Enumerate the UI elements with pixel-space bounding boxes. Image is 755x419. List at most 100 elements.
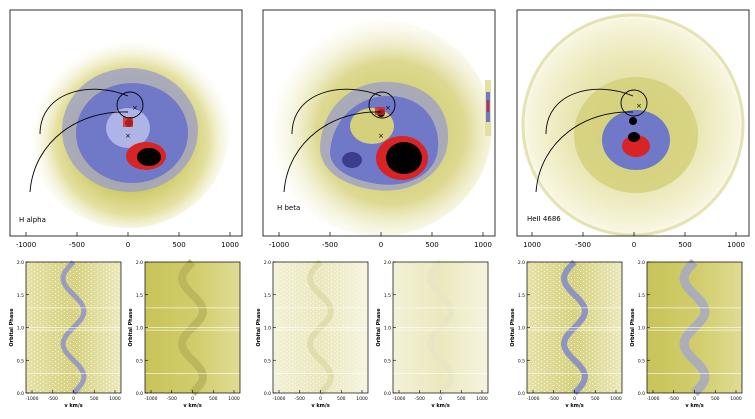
heii-roche-lobe <box>620 89 648 117</box>
trail-y-axis-label: Orbital Phase <box>510 308 516 347</box>
trail-x-tick-label: 500 <box>711 396 720 402</box>
trail-x-tick-label: -1000 <box>526 396 539 402</box>
trail-x-tick-label: -1000 <box>144 396 157 402</box>
trail-y-tick-label: 1.5 <box>17 293 24 299</box>
trail-x-axis-label: v km/s <box>64 403 82 409</box>
trail-x-tick-label: -1000 <box>646 396 659 402</box>
halpha-roche-lobe <box>116 91 144 119</box>
heii-stream-1 <box>545 88 634 135</box>
trail-x-axis-label: v km/s <box>685 403 703 409</box>
halpha-label: H alpha <box>19 216 46 224</box>
heii-tick-0: 1000 <box>523 241 541 249</box>
hbeta-label: H beta <box>277 204 300 212</box>
trail-x-axis-label: v km/s <box>183 403 201 409</box>
heii-label: HeII 4686 <box>527 215 561 223</box>
halpha-frame <box>9 9 243 237</box>
trail-y-tick-label: 0.5 <box>136 358 143 364</box>
trail-y-tick-label: 1.0 <box>638 326 645 332</box>
halpha-tick-1: -500 <box>69 241 85 249</box>
halpha-star-mark: × <box>132 104 138 112</box>
halpha-tick-0: -1000 <box>16 241 36 249</box>
trail-x-tick-label: 0 <box>573 396 576 402</box>
trail-y-tick-label: 2.0 <box>518 260 525 266</box>
trail-y-tick-label: 0.5 <box>638 358 645 364</box>
trail-y-axis-label: Orbital Phase <box>376 308 382 347</box>
trail-x-tick-label: -1000 <box>392 396 405 402</box>
trail-x-axis-label: v km/s <box>565 403 583 409</box>
trail-panel-model-halpha: 0.0 0.5 1.0 1.5 2.0 Orbital Phase -1000 -500 0 50… <box>128 259 241 409</box>
trail-y-tick-label: 2.0 <box>384 260 391 266</box>
trail-panel-observed-heii: 0.0 0.5 1.0 1.5 2.0 Orbital Phase -1000 -500 0 50… <box>510 259 623 409</box>
hbeta-tick-2: 0 <box>379 241 383 249</box>
trail-x-tick-label: -500 <box>415 396 425 402</box>
trail-x-tick-label: -1000 <box>25 396 38 402</box>
halpha-stream-2 <box>29 111 129 193</box>
trail-x-axis-label: v km/s <box>431 403 449 409</box>
trail-y-tick-label: 1.5 <box>264 293 271 299</box>
trail-x-tick-label: 1000 <box>476 396 488 402</box>
hbeta-tick-0: -1000 <box>269 241 289 249</box>
halpha-tick-4: 1000 <box>221 241 239 249</box>
halpha-center-mark: × <box>125 132 131 140</box>
hbeta-stream-1 <box>291 88 382 135</box>
heii-tick-4: 1000 <box>727 241 745 249</box>
trail-x-tick-label: 0 <box>439 396 442 402</box>
hbeta-star-mark: × <box>385 104 391 112</box>
trail-x-tick-label: 500 <box>90 396 99 402</box>
heii-center-mark: × <box>629 133 635 141</box>
hbeta-frame <box>262 9 496 237</box>
trail-x-tick-label: -500 <box>295 396 305 402</box>
trail-x-tick-label: 1000 <box>356 396 368 402</box>
heii-stream-2 <box>535 111 634 193</box>
trail-panel-observed-hbeta: 0.0 0.5 1.0 1.5 2.0 Orbital Phase -1000 -500 0 50… <box>256 259 369 409</box>
trail-y-tick-label: 0.5 <box>384 358 391 364</box>
hbeta-center-mark: × <box>378 132 384 140</box>
halpha-stream-1 <box>39 88 129 135</box>
hbeta-stream-2 <box>283 111 382 193</box>
trail-y-axis-label: Orbital Phase <box>9 308 15 347</box>
trail-y-tick-label: 0.0 <box>136 391 143 397</box>
trail-y-tick-label: 0.5 <box>17 358 24 364</box>
trail-x-tick-label: -500 <box>167 396 177 402</box>
hbeta-roche-lobe <box>368 91 396 119</box>
trail-y-tick-label: 1.0 <box>518 326 525 332</box>
trail-y-tick-label: 0.0 <box>638 391 645 397</box>
trail-y-tick-label: 1.5 <box>638 293 645 299</box>
heii-tick-1: -500 <box>575 241 591 249</box>
trail-x-tick-label: 0 <box>319 396 322 402</box>
trail-y-tick-label: 0.0 <box>518 391 525 397</box>
map-panel-hbeta: × × H beta -1000 -500 0 500 1000 <box>262 9 496 249</box>
heii-tick-2: 0 <box>632 241 636 249</box>
trail-x-tick-label: 0 <box>693 396 696 402</box>
hbeta-x-axis: -1000 -500 0 500 1000 <box>269 232 492 249</box>
trail-x-tick-label: 1000 <box>730 396 742 402</box>
trail-x-tick-label: 500 <box>209 396 218 402</box>
trail-y-tick-label: 0.0 <box>17 391 24 397</box>
trail-panel-model-hbeta: 0.0 0.5 1.0 1.5 2.0 Orbital Phase -1000 -500 0 50… <box>376 259 489 409</box>
trail-y-tick-label: 1.0 <box>384 326 391 332</box>
trail-y-tick-label: 2.0 <box>264 260 271 266</box>
trail-x-tick-label: 500 <box>457 396 466 402</box>
trail-x-tick-label: 500 <box>337 396 346 402</box>
map-panel-halpha: × × H alpha -1000 -500 0 500 1000 <box>9 9 243 249</box>
trail-panel-observed-halpha: 0.0 0.5 1.0 1.5 2.0 Orbital Phase -1000 -500 0 50… <box>9 260 122 409</box>
trail-x-axis-label: v km/s <box>311 403 329 409</box>
trail-x-tick-label: -1000 <box>272 396 285 402</box>
trail-y-tick-label: 2.0 <box>638 260 645 266</box>
trail-x-tick-label: -500 <box>669 396 679 402</box>
trail-y-tick-label: 1.0 <box>136 326 143 332</box>
trail-x-tick-label: 1000 <box>610 396 622 402</box>
trail-x-tick-label: -500 <box>549 396 559 402</box>
trail-y-tick-label: 1.5 <box>136 293 143 299</box>
hbeta-tick-3: 500 <box>425 241 438 249</box>
trail-x-tick-label: 1000 <box>109 396 121 402</box>
trail-y-tick-label: 0.0 <box>384 391 391 397</box>
trail-x-tick-label: 0 <box>191 396 194 402</box>
trailed-spectra-row: 0.0 0.5 1.0 1.5 2.0 Orbital Phase -1000 -500 0 50… <box>9 258 743 409</box>
heii-tick-3: 500 <box>678 241 691 249</box>
trail-y-tick-label: 0.5 <box>518 358 525 364</box>
trail-y-axis-label: Orbital Phase <box>128 308 134 347</box>
trail-y-tick-label: 2.0 <box>17 260 24 266</box>
halpha-tick-2: 0 <box>126 241 130 249</box>
